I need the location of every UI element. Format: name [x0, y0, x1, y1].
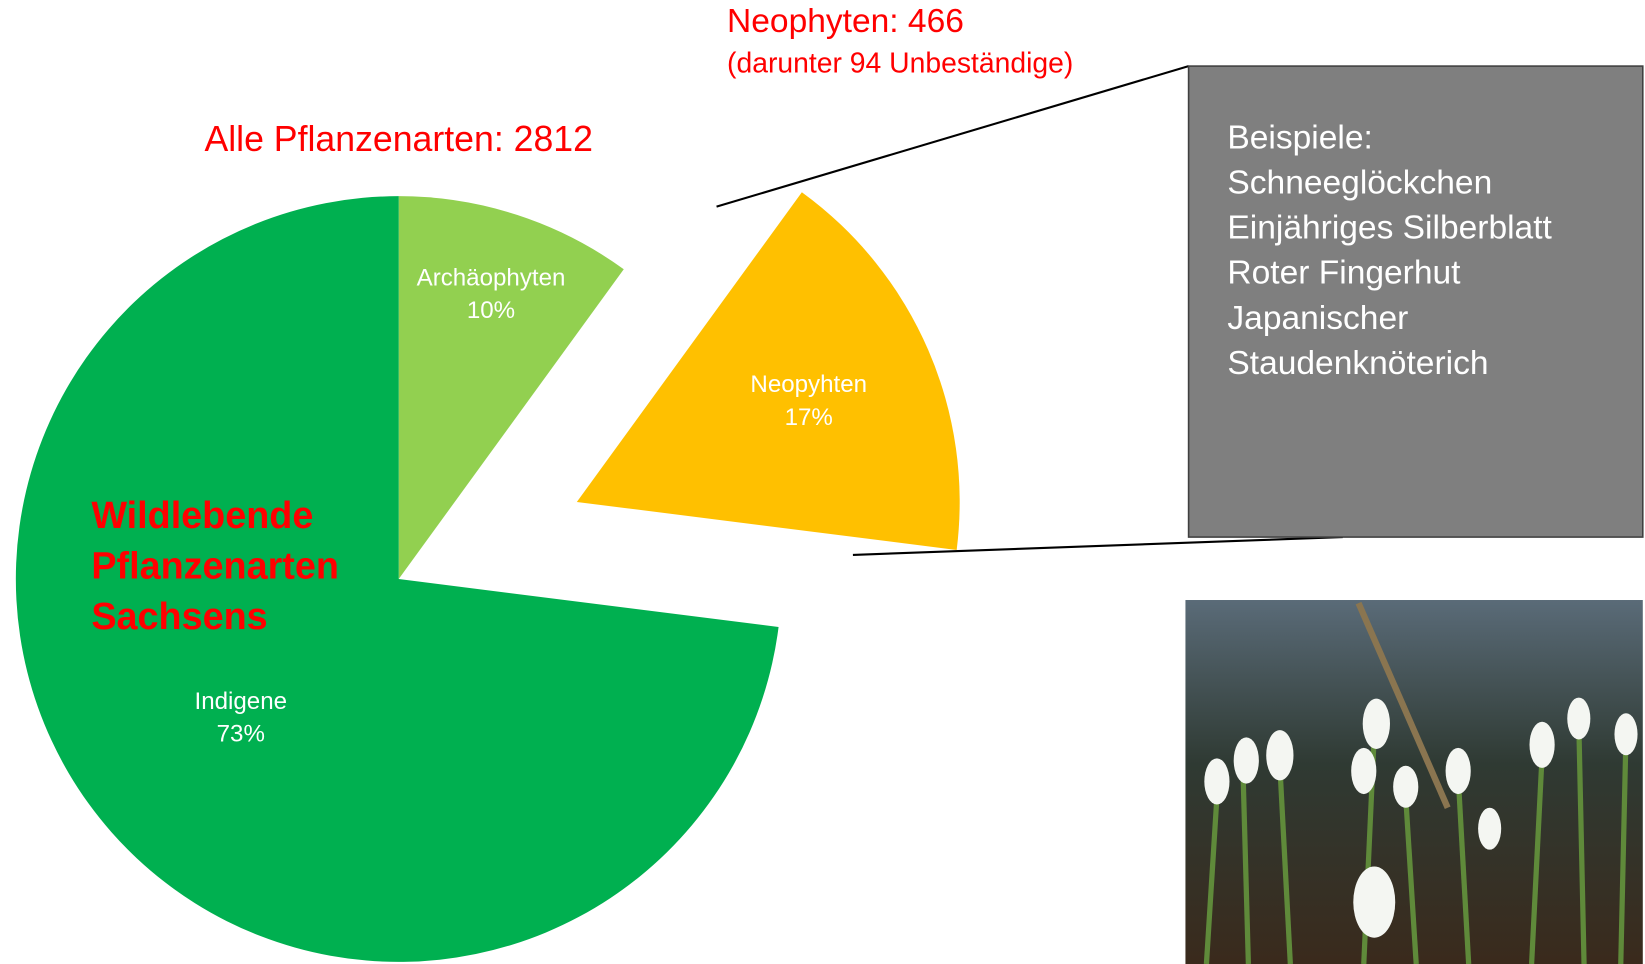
slice-value-label: 10%	[467, 297, 515, 324]
slice-label: Neopyhten	[750, 371, 867, 398]
pie-slice	[576, 192, 960, 550]
example-line: Roter Fingerhut	[1227, 255, 1461, 292]
slice-value-label: 17%	[785, 404, 833, 431]
pie-slice	[398, 196, 624, 580]
callout-line	[716, 65, 1189, 208]
annotation-subtitle: (darunter 94 Unbeständige)	[727, 48, 1073, 80]
example-line: Beispiele:	[1227, 119, 1372, 156]
callout-line	[852, 536, 1343, 556]
pie	[15, 192, 960, 962]
photo	[1185, 600, 1643, 964]
slice-label: Indigene	[195, 688, 288, 715]
center-label: Wildlebende	[91, 495, 313, 537]
slice-value-label: 73%	[217, 720, 265, 747]
annotation-title: Neophyten: 466	[727, 3, 964, 40]
center-label: Pflanzenarten	[91, 546, 339, 588]
chart-title: Alle Pflanzenarten: 2812	[204, 119, 593, 159]
example-line: Japanischer	[1227, 300, 1408, 337]
example-line: Staudenknöterich	[1227, 345, 1488, 382]
example-line: Schneeglöckchen	[1227, 164, 1492, 201]
example-line: Einjähriges Silberblatt	[1227, 210, 1552, 247]
examples: Beispiele: Schneeglöckchen Einjähriges Sil…	[1227, 119, 1552, 382]
examples-box	[1187, 65, 1644, 538]
slice-label: Archäophyten	[417, 265, 566, 292]
pie-slice	[15, 196, 779, 962]
center-label: Sachsens	[91, 596, 267, 638]
